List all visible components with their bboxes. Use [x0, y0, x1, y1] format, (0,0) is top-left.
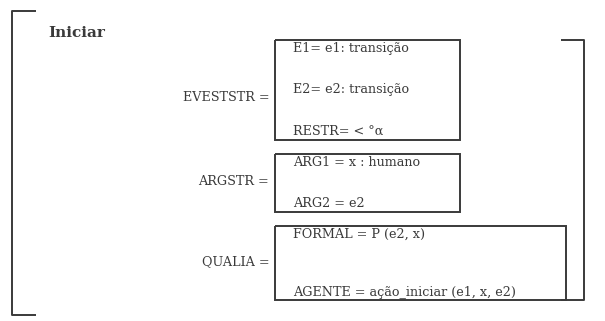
Text: FORMAL = P (e2, x): FORMAL = P (e2, x) [293, 228, 425, 241]
Text: ARGSTR =: ARGSTR = [198, 175, 269, 188]
Text: AGENTE = ação_iniciar (e1, x, e2): AGENTE = ação_iniciar (e1, x, e2) [293, 286, 517, 299]
Text: E1= e1: transição: E1= e1: transição [293, 42, 410, 55]
Text: E2= e2: transição: E2= e2: transição [293, 83, 410, 96]
Text: QUALIA =: QUALIA = [201, 255, 269, 268]
Text: RESTR= < °α: RESTR= < °α [293, 125, 384, 138]
Text: ARG2 = e2: ARG2 = e2 [293, 197, 365, 210]
Text: Iniciar: Iniciar [48, 26, 105, 40]
Text: EVESTSTR =: EVESTSTR = [183, 91, 269, 104]
Text: ARG1 = x : humano: ARG1 = x : humano [293, 156, 420, 169]
